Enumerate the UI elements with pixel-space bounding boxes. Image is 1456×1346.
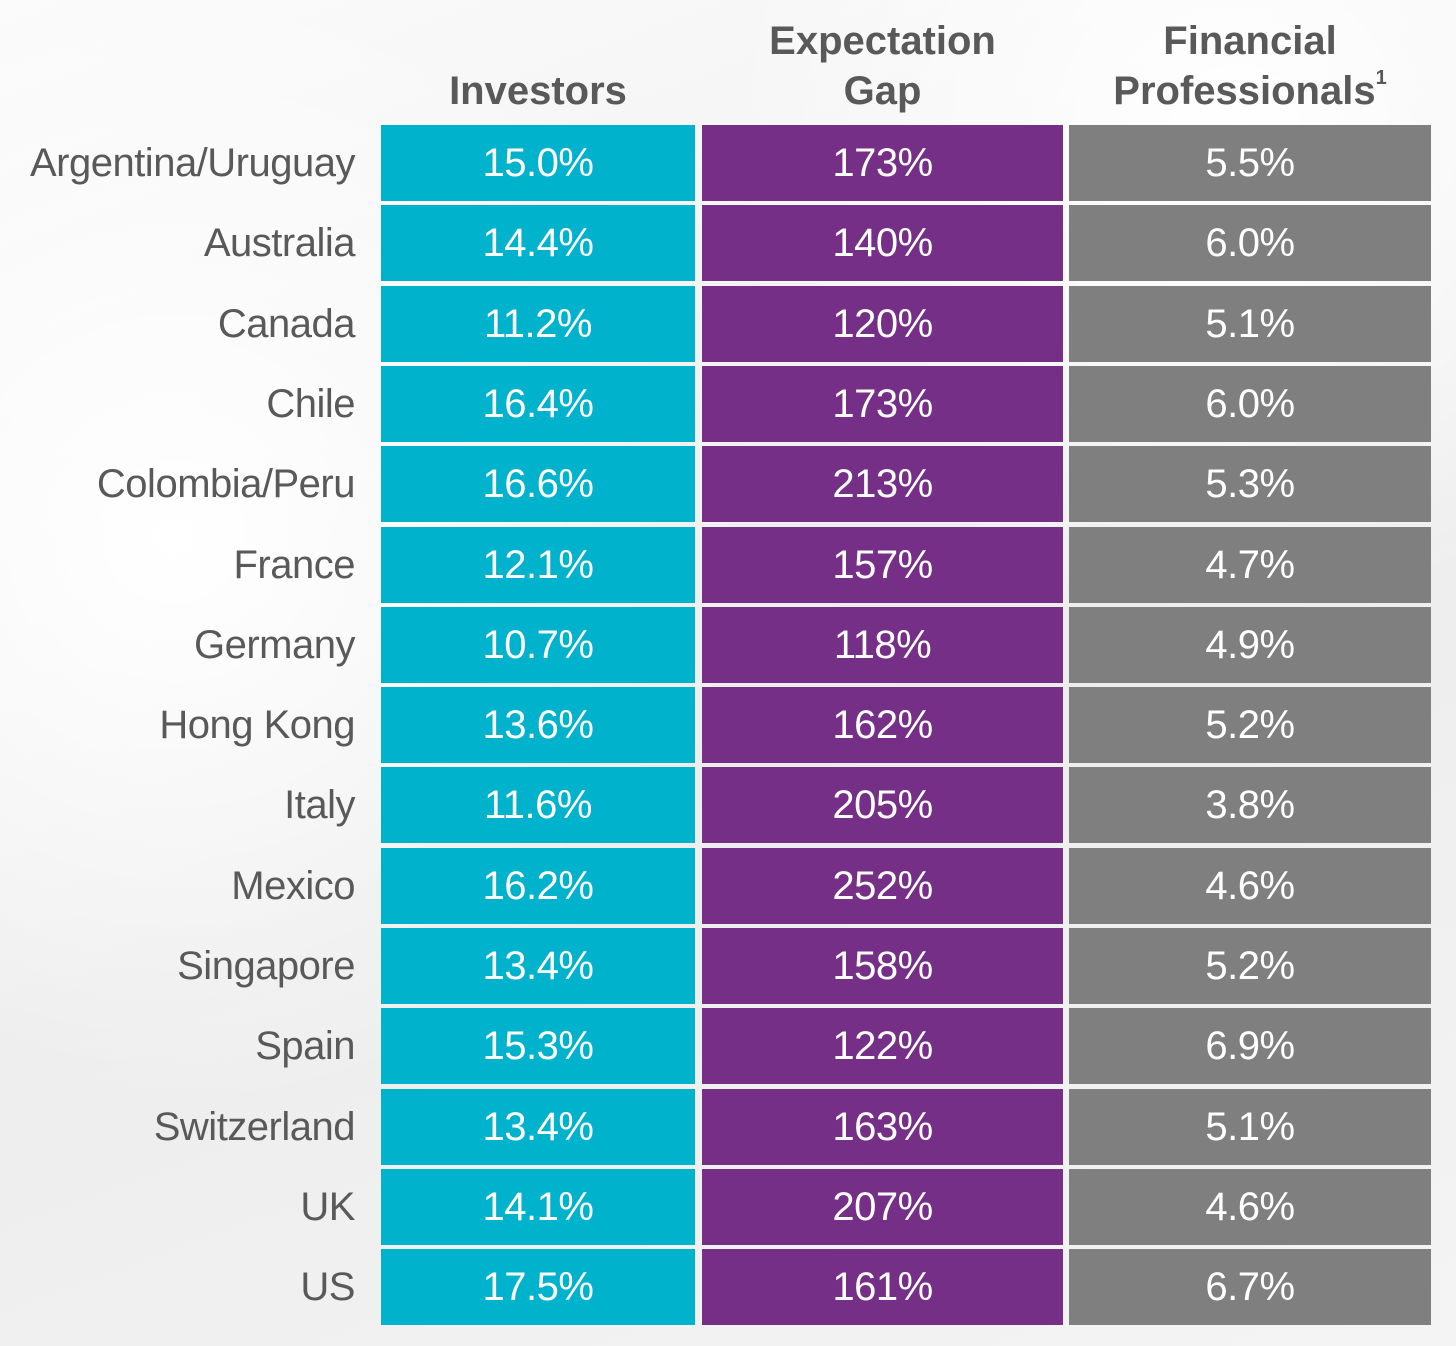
cell-professionals: 4.6% — [1069, 848, 1431, 924]
row-label: Colombia/Peru — [96, 461, 356, 506]
cell-investors: 12.1% — [381, 527, 695, 603]
row-label: Switzerland — [153, 1104, 356, 1149]
column-header-professionals: Financial Professionals1 — [1069, 8, 1431, 116]
cell-gap: 157% — [702, 527, 1063, 603]
cell-gap: 213% — [702, 446, 1063, 522]
cell-professionals: 5.5% — [1069, 125, 1431, 201]
cell-professionals: 5.2% — [1069, 687, 1431, 763]
cell-gap: 161% — [702, 1249, 1063, 1325]
footnote-marker: 1 — [1375, 66, 1387, 89]
cell-professionals: 5.1% — [1069, 286, 1431, 362]
row-label: Australia — [203, 220, 356, 265]
cell-gap: 122% — [702, 1008, 1063, 1084]
cell-investors: 13.6% — [381, 687, 695, 763]
cell-gap: 163% — [702, 1089, 1063, 1165]
cell-investors: 11.6% — [381, 767, 695, 843]
row-label: France — [233, 542, 356, 587]
cell-investors: 14.1% — [381, 1169, 695, 1245]
row-label: Germany — [194, 622, 356, 667]
row-label: Canada — [217, 301, 356, 346]
column-header-line: Financial — [1163, 19, 1337, 63]
row-label: Argentina/Uruguay — [29, 140, 356, 185]
row-label: Spain — [255, 1023, 355, 1068]
row-label: UK — [300, 1184, 355, 1229]
cell-gap: 173% — [702, 366, 1063, 442]
column-header-line: Investors — [449, 69, 627, 113]
cell-gap: 252% — [702, 848, 1063, 924]
column-header-investors: Investors — [381, 8, 695, 116]
row-label: Singapore — [177, 943, 355, 988]
cell-gap: 158% — [702, 928, 1063, 1004]
cell-investors: 13.4% — [381, 1089, 695, 1165]
cell-investors: 11.2% — [381, 286, 695, 362]
column-header-line: Professionals — [1113, 69, 1376, 113]
cell-investors: 10.7% — [381, 607, 695, 683]
cell-investors: 15.0% — [381, 125, 695, 201]
cell-professionals: 4.7% — [1069, 527, 1431, 603]
cell-professionals: 3.8% — [1069, 767, 1431, 843]
column-header-line: Expectation — [769, 19, 996, 63]
cell-investors: 16.2% — [381, 848, 695, 924]
cell-professionals: 5.2% — [1069, 928, 1431, 1004]
cell-gap: 162% — [702, 687, 1063, 763]
cell-professionals: 4.9% — [1069, 607, 1431, 683]
cell-professionals: 6.0% — [1069, 205, 1431, 281]
cell-professionals: 6.7% — [1069, 1249, 1431, 1325]
cell-professionals: 5.1% — [1069, 1089, 1431, 1165]
cell-investors: 17.5% — [381, 1249, 695, 1325]
cell-professionals: 4.6% — [1069, 1169, 1431, 1245]
column-header-line-wrap: Professionals1 — [1113, 66, 1386, 116]
cell-gap: 207% — [702, 1169, 1063, 1245]
column-header-line: Gap — [843, 69, 922, 113]
row-label: Chile — [266, 381, 355, 426]
cell-gap: 120% — [702, 286, 1063, 362]
row-label: US — [300, 1264, 355, 1309]
cell-investors: 15.3% — [381, 1008, 695, 1084]
row-label: Italy — [284, 782, 355, 827]
cell-professionals: 6.0% — [1069, 366, 1431, 442]
cell-gap: 173% — [702, 125, 1063, 201]
cell-gap: 140% — [702, 205, 1063, 281]
row-label: Mexico — [231, 863, 355, 908]
cell-investors: 16.4% — [381, 366, 695, 442]
cell-professionals: 5.3% — [1069, 446, 1431, 522]
cell-professionals: 6.9% — [1069, 1008, 1431, 1084]
cell-gap: 118% — [702, 607, 1063, 683]
cell-investors: 14.4% — [381, 205, 695, 281]
column-header-gap: Expectation Gap — [702, 8, 1063, 116]
row-label: Hong Kong — [159, 702, 355, 747]
cell-investors: 16.6% — [381, 446, 695, 522]
cell-gap: 205% — [702, 767, 1063, 843]
cell-investors: 13.4% — [381, 928, 695, 1004]
